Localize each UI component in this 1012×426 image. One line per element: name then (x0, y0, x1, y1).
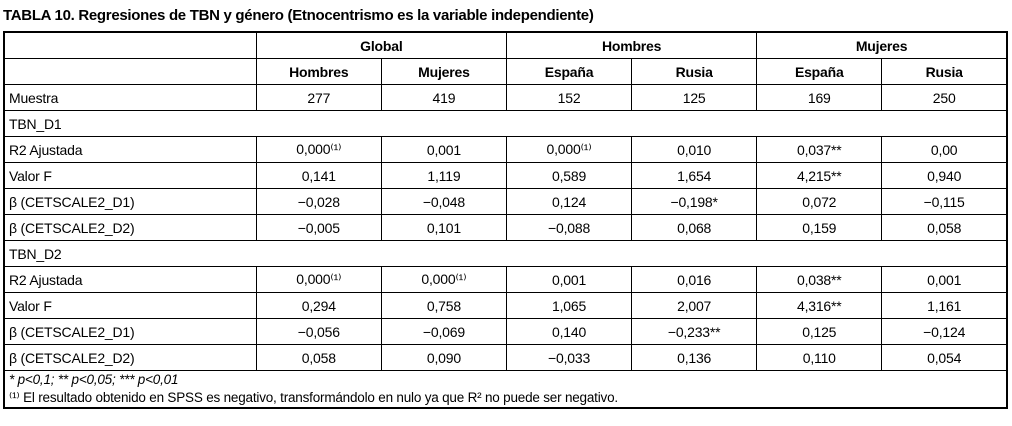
row-label: β (CETSCALE2_D1) (3, 188, 257, 215)
cell-value: 0,090 (380, 344, 507, 371)
group-header-global: Global (255, 31, 507, 59)
cell-value: 0,001 (505, 266, 633, 293)
corner-cell (3, 58, 257, 85)
cell-value: 0,000⁽¹⁾ (255, 136, 382, 163)
section-header: TBN_D2 (3, 240, 1008, 267)
table-row-valor-f-d1: Valor F 0,141 1,119 0,589 1,654 4,215** … (3, 162, 1008, 189)
group-header-row: Global Hombres Mujeres (3, 31, 1008, 59)
table-row-valor-f-d2: Valor F 0,294 0,758 1,065 2,007 4,316** … (3, 292, 1008, 319)
cell-value: −0,048 (380, 188, 507, 215)
row-label: Valor F (3, 292, 257, 319)
table-row-beta1-d1: β (CETSCALE2_D1) −0,028 −0,048 0,124 −0,… (3, 188, 1008, 215)
cell-value: 419 (380, 84, 507, 111)
footnote-cell: * p<0,1; ** p<0,05; *** p<0,01 ⁽¹⁾ El re… (3, 370, 1008, 409)
cell-value: 0,110 (756, 344, 883, 371)
col-header: Mujeres (380, 58, 507, 85)
cell-value: −0,033 (505, 344, 633, 371)
cell-value: 250 (881, 84, 1008, 111)
row-label: Valor F (3, 162, 257, 189)
section-row-tbn-d2: TBN_D2 (3, 240, 1008, 267)
col-header: España (505, 58, 633, 85)
cell-value: −0,115 (881, 188, 1008, 215)
col-header: Rusia (631, 58, 758, 85)
cell-value: 0,058 (881, 214, 1008, 241)
regression-table: Global Hombres Mujeres Hombres Mujeres E… (3, 31, 1008, 409)
cell-value: 0,038** (756, 266, 883, 293)
section-row-tbn-d1: TBN_D1 (3, 110, 1008, 137)
cell-value: −0,005 (255, 214, 382, 241)
group-header-mujeres: Mujeres (756, 31, 1008, 59)
cell-value: 0,068 (631, 214, 758, 241)
cell-value: 0,294 (255, 292, 382, 319)
significance-note: * p<0,1; ** p<0,05; *** p<0,01 (9, 372, 179, 387)
cell-value: 0,016 (631, 266, 758, 293)
cell-value: 4,316** (756, 292, 883, 319)
cell-value: 0,00 (881, 136, 1008, 163)
sub-header-row: Hombres Mujeres España Rusia España Rusi… (3, 58, 1008, 85)
cell-value: −0,069 (380, 318, 507, 345)
section-header: TBN_D1 (3, 110, 1008, 137)
cell-value: 0,136 (631, 344, 758, 371)
cell-value: 1,119 (380, 162, 507, 189)
cell-value: 277 (255, 84, 382, 111)
cell-value: 0,000⁽¹⁾ (255, 266, 382, 293)
cell-value: 0,124 (505, 188, 633, 215)
cell-value: 0,054 (881, 344, 1008, 371)
table-row-beta2-d1: β (CETSCALE2_D2) −0,005 0,101 −0,088 0,0… (3, 214, 1008, 241)
cell-value: 125 (631, 84, 758, 111)
cell-value: 0,072 (756, 188, 883, 215)
cell-value: 1,161 (881, 292, 1008, 319)
table-row-muestra: Muestra 277 419 152 125 169 250 (3, 84, 1008, 111)
cell-value: 1,654 (631, 162, 758, 189)
cell-value: 0,001 (380, 136, 507, 163)
row-label: R2 Ajustada (3, 136, 257, 163)
row-label: β (CETSCALE2_D2) (3, 214, 257, 241)
cell-value: −0,124 (881, 318, 1008, 345)
cell-value: 0,940 (881, 162, 1008, 189)
row-label: β (CETSCALE2_D2) (3, 344, 257, 371)
cell-value: 169 (756, 84, 883, 111)
cell-value: 1,065 (505, 292, 633, 319)
cell-value: 0,001 (881, 266, 1008, 293)
cell-value: −0,198* (631, 188, 758, 215)
cell-value: 152 (505, 84, 633, 111)
cell-value: 4,215** (756, 162, 883, 189)
row-label: R2 Ajustada (3, 266, 257, 293)
col-header: España (756, 58, 883, 85)
footnote-row: * p<0,1; ** p<0,05; *** p<0,01 ⁽¹⁾ El re… (3, 370, 1008, 409)
row-label: β (CETSCALE2_D1) (3, 318, 257, 345)
cell-value: 0,000⁽¹⁾ (505, 136, 633, 163)
table-row-r2-ajustada-d2: R2 Ajustada 0,000⁽¹⁾ 0,000⁽¹⁾ 0,001 0,01… (3, 266, 1008, 293)
cell-value: 0,010 (631, 136, 758, 163)
cell-value: 0,589 (505, 162, 633, 189)
cell-value: 0,000⁽¹⁾ (380, 266, 507, 293)
group-header-hombres: Hombres (505, 31, 758, 59)
cell-value: 0,141 (255, 162, 382, 189)
cell-value: 0,058 (255, 344, 382, 371)
corner-cell (3, 31, 257, 59)
table-title: TABLA 10. Regresiones de TBN y género (E… (3, 7, 594, 24)
col-header: Rusia (881, 58, 1008, 85)
cell-value: 0,101 (380, 214, 507, 241)
cell-value: 0,758 (380, 292, 507, 319)
table-row-r2-ajustada-d1: R2 Ajustada 0,000⁽¹⁾ 0,001 0,000⁽¹⁾ 0,01… (3, 136, 1008, 163)
cell-value: 0,125 (756, 318, 883, 345)
cell-value: 2,007 (631, 292, 758, 319)
cell-value: −0,233** (631, 318, 758, 345)
cell-value: −0,028 (255, 188, 382, 215)
cell-value: 0,159 (756, 214, 883, 241)
cell-value: −0,056 (255, 318, 382, 345)
spss-note: ⁽¹⁾ El resultado obtenido en SPSS es neg… (9, 390, 618, 405)
col-header: Hombres (255, 58, 382, 85)
table-row-beta1-d2: β (CETSCALE2_D1) −0,056 −0,069 0,140 −0,… (3, 318, 1008, 345)
cell-value: −0,088 (505, 214, 633, 241)
table-row-beta2-d2: β (CETSCALE2_D2) 0,058 0,090 −0,033 0,13… (3, 344, 1008, 371)
cell-value: 0,037** (756, 136, 883, 163)
cell-value: 0,140 (505, 318, 633, 345)
row-label: Muestra (3, 84, 257, 111)
